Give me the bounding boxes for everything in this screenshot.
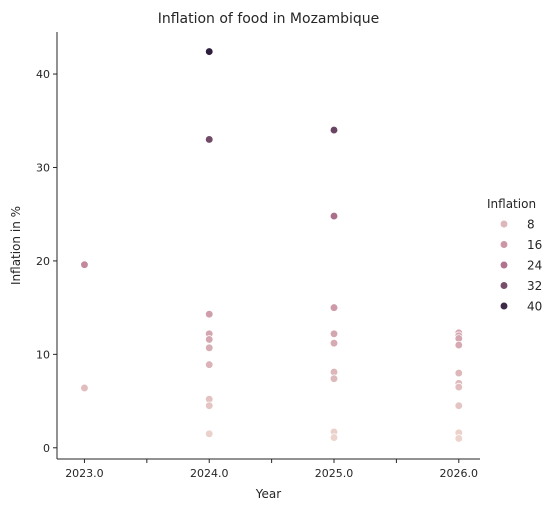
y-axis-label: Inflation in % <box>9 206 23 285</box>
data-point <box>454 340 463 350</box>
data-point <box>80 260 89 269</box>
data-point <box>329 125 339 135</box>
x-tick-label: 2026.0 <box>440 467 479 480</box>
x-tick-label: 2023.0 <box>65 467 104 480</box>
data-point <box>205 47 214 56</box>
data-point <box>329 303 339 312</box>
data-point <box>205 360 214 369</box>
data-point <box>205 343 214 352</box>
legend-marker <box>499 301 509 311</box>
data-point <box>205 429 214 438</box>
legend: Inflation 8 16 24 32 40 <box>487 197 542 314</box>
x-axis-label: Year <box>255 487 281 501</box>
legend-marker <box>499 240 509 249</box>
data-point <box>329 338 339 348</box>
data-point <box>454 401 463 410</box>
data-point <box>205 135 214 144</box>
data-point <box>205 335 214 344</box>
y-tick-label: 30 <box>36 161 50 174</box>
x-ticks: 2023.0 2024.0 2025.0 2026.0 <box>65 459 478 480</box>
x-tick-label: 2024.0 <box>190 467 229 480</box>
y-ticks: 0 10 20 30 40 <box>36 68 57 455</box>
data-point <box>80 383 89 393</box>
legend-label: 8 <box>527 218 535 232</box>
data-point <box>454 368 463 378</box>
y-tick-label: 20 <box>36 255 50 268</box>
data-points <box>80 47 463 443</box>
y-tick-label: 40 <box>36 68 50 81</box>
y-tick-label: 0 <box>43 442 50 455</box>
chart-title: Inflation of food in Mozambique <box>158 11 380 27</box>
legend-label: 24 <box>527 259 542 273</box>
data-point <box>329 329 339 338</box>
legend-label: 16 <box>527 238 542 252</box>
data-point <box>329 374 339 383</box>
legend-entries: 8 16 24 32 40 <box>499 218 542 314</box>
data-point <box>205 310 214 319</box>
data-point <box>329 433 339 442</box>
data-point <box>454 434 463 443</box>
y-tick-label: 10 <box>36 348 50 361</box>
data-point <box>329 211 339 221</box>
data-point <box>205 401 214 410</box>
x-tick-label: 2025.0 <box>315 467 354 480</box>
legend-marker <box>499 260 509 270</box>
legend-label: 32 <box>527 279 542 293</box>
legend-marker <box>499 281 509 290</box>
legend-title: Inflation <box>487 197 536 211</box>
data-point <box>454 382 463 392</box>
legend-label: 40 <box>527 300 542 314</box>
legend-marker <box>499 219 509 229</box>
